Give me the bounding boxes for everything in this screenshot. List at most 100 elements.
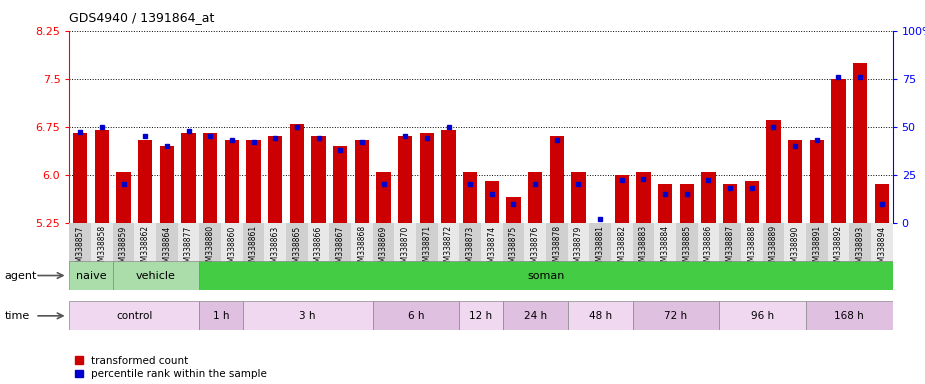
Text: GSM338888: GSM338888 [747,225,757,271]
Bar [113,223,134,275]
Text: GSM338866: GSM338866 [314,225,323,271]
Text: GSM338885: GSM338885 [683,225,691,271]
Bar [333,146,347,223]
Bar [351,223,373,275]
Text: GSM338883: GSM338883 [639,225,648,271]
Text: GSM338873: GSM338873 [465,225,475,271]
Bar [69,261,113,290]
Text: GSM338869: GSM338869 [379,225,388,271]
Bar [355,139,369,223]
Text: GSM338868: GSM338868 [357,225,366,271]
Bar [723,184,737,223]
Bar [200,223,221,275]
Bar [633,301,720,330]
Bar [460,301,502,330]
Text: vehicle: vehicle [136,270,176,281]
Bar [853,63,867,223]
Bar [615,175,629,223]
Bar [849,223,871,275]
Text: 48 h: 48 h [588,311,611,321]
Text: GSM338870: GSM338870 [401,225,410,271]
Text: GSM338876: GSM338876 [531,225,539,271]
Bar [160,146,174,223]
Text: GSM338880: GSM338880 [205,225,215,271]
Bar [784,223,806,275]
Bar [200,261,893,290]
Bar [680,184,694,223]
Bar [762,223,784,275]
Bar [809,139,824,223]
Text: 1 h: 1 h [213,311,229,321]
Bar [181,133,195,223]
Text: GSM338887: GSM338887 [725,225,734,271]
Bar [676,223,697,275]
Text: GSM338892: GSM338892 [834,225,843,271]
Bar [268,136,282,223]
Bar [69,223,91,275]
Bar [741,223,762,275]
Bar [568,223,589,275]
Bar [95,130,109,223]
Bar [697,223,720,275]
Text: time: time [5,311,30,321]
Bar [373,301,460,330]
Bar [398,136,413,223]
Bar [200,301,242,330]
Bar [91,223,113,275]
Bar [246,139,261,223]
Bar [156,223,178,275]
Bar [394,223,416,275]
Bar [546,223,568,275]
Text: GSM338861: GSM338861 [249,225,258,271]
Text: GSM338884: GSM338884 [660,225,670,271]
Bar [290,124,304,223]
Bar [568,301,633,330]
Bar [875,184,889,223]
Bar [701,172,716,223]
Text: GSM338859: GSM338859 [119,225,128,271]
Text: soman: soman [527,270,564,281]
Bar [636,172,650,223]
Text: agent: agent [5,270,37,281]
Bar [633,223,654,275]
Bar [502,223,524,275]
Text: GDS4940 / 1391864_at: GDS4940 / 1391864_at [69,12,215,25]
Legend: transformed count, percentile rank within the sample: transformed count, percentile rank withi… [75,356,267,379]
Bar [832,79,845,223]
Bar [572,172,586,223]
Text: 3 h: 3 h [300,311,316,321]
Bar [178,223,200,275]
Bar [117,172,130,223]
Bar [654,223,676,275]
Text: GSM338878: GSM338878 [552,225,561,271]
Bar [308,223,329,275]
Text: GSM338867: GSM338867 [336,225,345,271]
Bar [767,120,781,223]
Bar [134,223,156,275]
Bar [806,301,893,330]
Text: GSM338860: GSM338860 [228,225,237,271]
Bar [73,133,87,223]
Bar [502,301,568,330]
Bar [745,181,758,223]
Text: GSM338862: GSM338862 [141,225,150,271]
Text: GSM338858: GSM338858 [97,225,106,271]
Bar [589,223,611,275]
Bar [312,136,326,223]
Bar [460,223,481,275]
Text: GSM338874: GSM338874 [487,225,497,271]
Bar [113,261,200,290]
Bar [528,172,542,223]
Bar [204,133,217,223]
Bar [524,223,546,275]
Text: GSM338877: GSM338877 [184,225,193,271]
Bar [225,139,239,223]
Text: GSM338894: GSM338894 [877,225,886,271]
Bar [658,184,672,223]
Bar [720,301,806,330]
Text: GSM338881: GSM338881 [596,225,605,271]
Text: GSM338893: GSM338893 [856,225,865,271]
Text: GSM338864: GSM338864 [163,225,171,271]
Text: GSM338875: GSM338875 [509,225,518,271]
Bar [138,139,153,223]
